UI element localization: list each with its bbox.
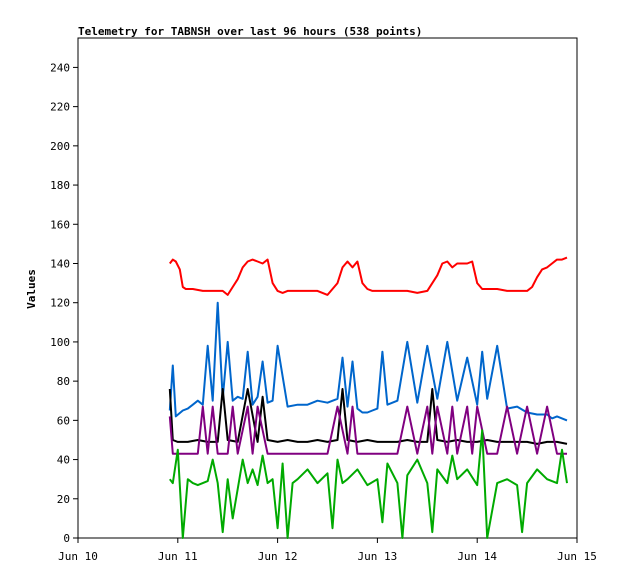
y-tick-label: 200 [50, 140, 70, 153]
y-tick-label: 100 [50, 336, 70, 349]
y-tick-label: 140 [50, 257, 70, 270]
x-tick-label: Jun 11 [158, 550, 198, 563]
y-tick-label: 60 [57, 414, 70, 427]
x-tick-label: Jun 13 [358, 550, 398, 563]
y-tick-label: 220 [50, 101, 70, 114]
y-tick-label: 0 [63, 532, 70, 545]
y-axis-label: Values [25, 269, 38, 309]
y-tick-label: 160 [50, 218, 70, 231]
axis-layer: 0 20 40 60 80 100 120 140 160 180 200 220 240 Jun 10 J… [50, 61, 597, 563]
series-layer [168, 256, 568, 539]
chart-title: Telemetry for TABNSH over last 96 hours … [78, 25, 422, 38]
series-line-black [168, 388, 568, 445]
x-tick-label: Jun 10 [58, 550, 98, 563]
x-tick-label: Jun 14 [457, 550, 497, 563]
y-tick-label: 20 [57, 493, 70, 506]
series-line-purple [168, 405, 567, 455]
x-tick-label: Jun 12 [258, 550, 298, 563]
y-tick-label: 180 [50, 179, 70, 192]
series-line-red [169, 256, 568, 296]
y-tick-label: 120 [50, 297, 70, 310]
series-line-blue [168, 301, 568, 422]
plot-frame [77, 37, 578, 539]
y-tick-label: 240 [50, 61, 70, 74]
x-tick-label: Jun 15 [557, 550, 597, 563]
y-tick-label: 80 [57, 375, 70, 388]
series-line-green [169, 429, 568, 539]
y-tick-label: 40 [57, 454, 70, 467]
